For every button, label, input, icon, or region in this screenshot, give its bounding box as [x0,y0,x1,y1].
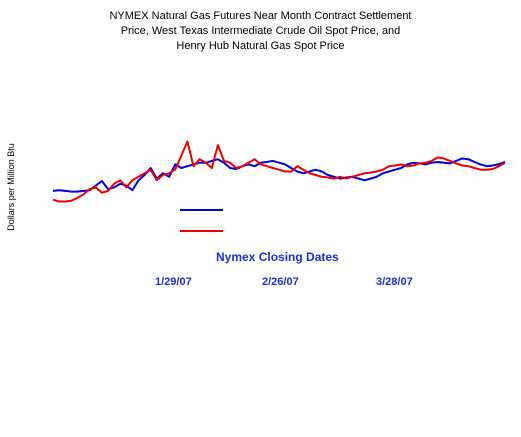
chart-title-line-2: Price, West Texas Intermediate Crude Oil… [120,25,401,37]
series-line-2 [52,140,506,203]
x-tick-label-2: 2/26/07 [262,276,299,288]
legend-swatch-blue [180,209,223,211]
chart-title: NYMEX Natural Gas Futures Near Month Con… [0,9,521,54]
legend-swatch-red [180,230,223,232]
series-line-1 [52,157,506,193]
x-tick-label-1: 1/29/07 [155,276,192,288]
x-axis-label: Nymex Closing Dates [216,250,339,264]
chart-title-line-3: Henry Hub Natural Gas Spot Price [176,40,345,52]
chart-title-line-1: NYMEX Natural Gas Futures Near Month Con… [109,10,412,22]
x-tick-label-3: 3/28/07 [376,276,413,288]
